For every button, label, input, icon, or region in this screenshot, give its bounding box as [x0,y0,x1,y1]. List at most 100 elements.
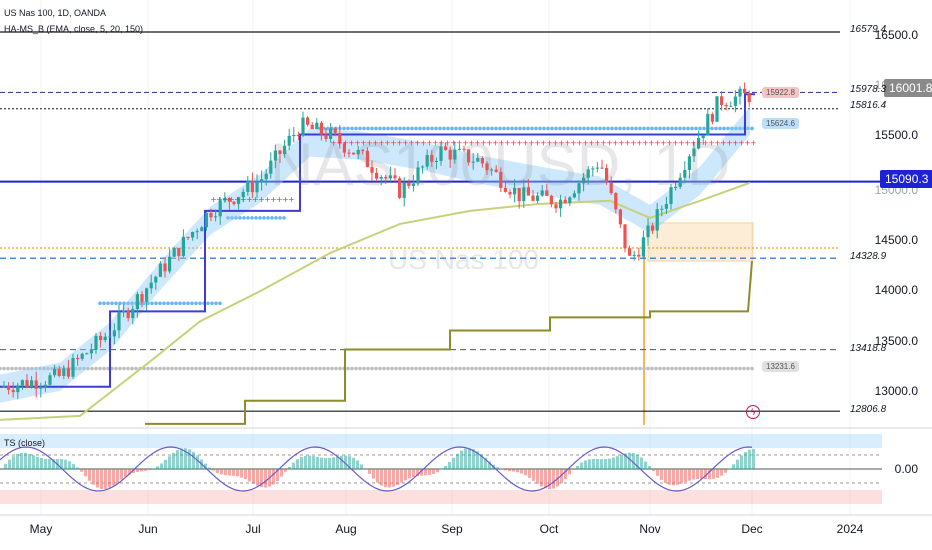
candle-body [103,336,107,341]
candle-body [99,335,103,341]
support-dots [186,301,190,306]
support-dots [326,126,330,131]
osc-bar [264,469,267,488]
support-dots [450,126,454,131]
support-dots [642,126,646,131]
lightning-icon[interactable]: ϟ [746,405,760,419]
osc-bar [676,469,679,485]
support-dots [138,301,142,306]
support-dots [174,301,178,306]
osc-bar [308,455,311,469]
candle-body [457,148,461,150]
osc-bar [44,458,47,469]
candle-body [301,117,305,136]
support-dots [278,366,282,371]
osc-bar [140,469,143,472]
osc-bar [672,469,675,486]
osc-bar [28,453,31,469]
support-dots [430,126,434,131]
support-dots [418,366,422,371]
candle-body [66,368,70,377]
support-dots [102,301,106,306]
candle-body [416,167,420,184]
support-dots [2,366,6,371]
support-dots [190,301,194,306]
horizontal-level-tag[interactable]: 15090.3 [880,170,932,188]
candle-body [517,187,521,202]
support-dots [502,366,506,371]
osc-bar [420,469,423,476]
support-dots [458,126,462,131]
osc-bar [464,448,467,469]
candle-body [85,353,89,355]
support-dots [602,126,606,131]
support-dots [586,366,590,371]
support-dots [30,366,34,371]
osc-bar [380,469,383,486]
marker-plus: + [678,139,685,148]
support-dots [586,126,590,131]
candle-body [467,149,471,163]
marker-plus: + [672,139,679,148]
osc-bar [256,469,259,486]
candle-body [140,294,144,302]
marker-plus: + [720,139,727,148]
support-dots [114,301,118,306]
osc-band-top [0,434,882,448]
candle-body [310,124,314,130]
candle-body [356,149,360,155]
support-dots [466,366,470,371]
candle-body [669,187,673,204]
support-dots [190,366,194,371]
osc-bar [432,469,435,474]
candle-body [476,157,480,162]
support-dots [486,366,490,371]
osc-bar [580,462,583,469]
indicator-title[interactable]: HA-MS_B (EMA, close, 5, 20, 150) [4,24,144,34]
marker-plus: + [462,139,469,148]
support-dots [738,366,742,371]
marker-plus: + [636,139,643,148]
candle-body [710,114,714,122]
support-dots [166,301,170,306]
candle-body [388,175,392,179]
osc-bar [684,469,687,483]
candle-body [531,195,535,201]
osc-band-bottom [0,490,882,504]
osc-bar [4,464,7,469]
support-dots [474,126,478,131]
marker-plus: + [438,139,445,148]
support-dots [650,126,654,131]
support-dots [382,366,386,371]
support-dots [150,301,154,306]
candle-body [375,172,379,179]
candle-body [237,197,241,204]
osc-bar [188,449,191,469]
osc-bar [196,455,199,469]
osc-bar [644,461,647,469]
oscillator-title[interactable]: TS (close) [4,438,46,448]
support-dots [730,366,734,371]
marker-plus: + [552,139,559,148]
candle-body [39,386,43,389]
candle-body [53,368,57,376]
marker-plus: + [732,139,739,148]
marker-plus: + [624,139,631,148]
candle-body [283,145,287,155]
candle-body [729,105,733,107]
osc-bar [92,469,95,485]
support-dots [246,366,250,371]
candle-body [540,190,544,196]
osc-bar [552,469,555,489]
support-dots [626,126,630,131]
support-dots [510,366,514,371]
marker-plus: + [522,139,529,148]
support-dots [150,366,154,371]
marker-plus: + [252,195,259,204]
support-dots [558,126,562,131]
support-dots [402,126,406,131]
candle-body [292,135,296,137]
support-dots [686,366,690,371]
osc-bar [192,451,195,469]
